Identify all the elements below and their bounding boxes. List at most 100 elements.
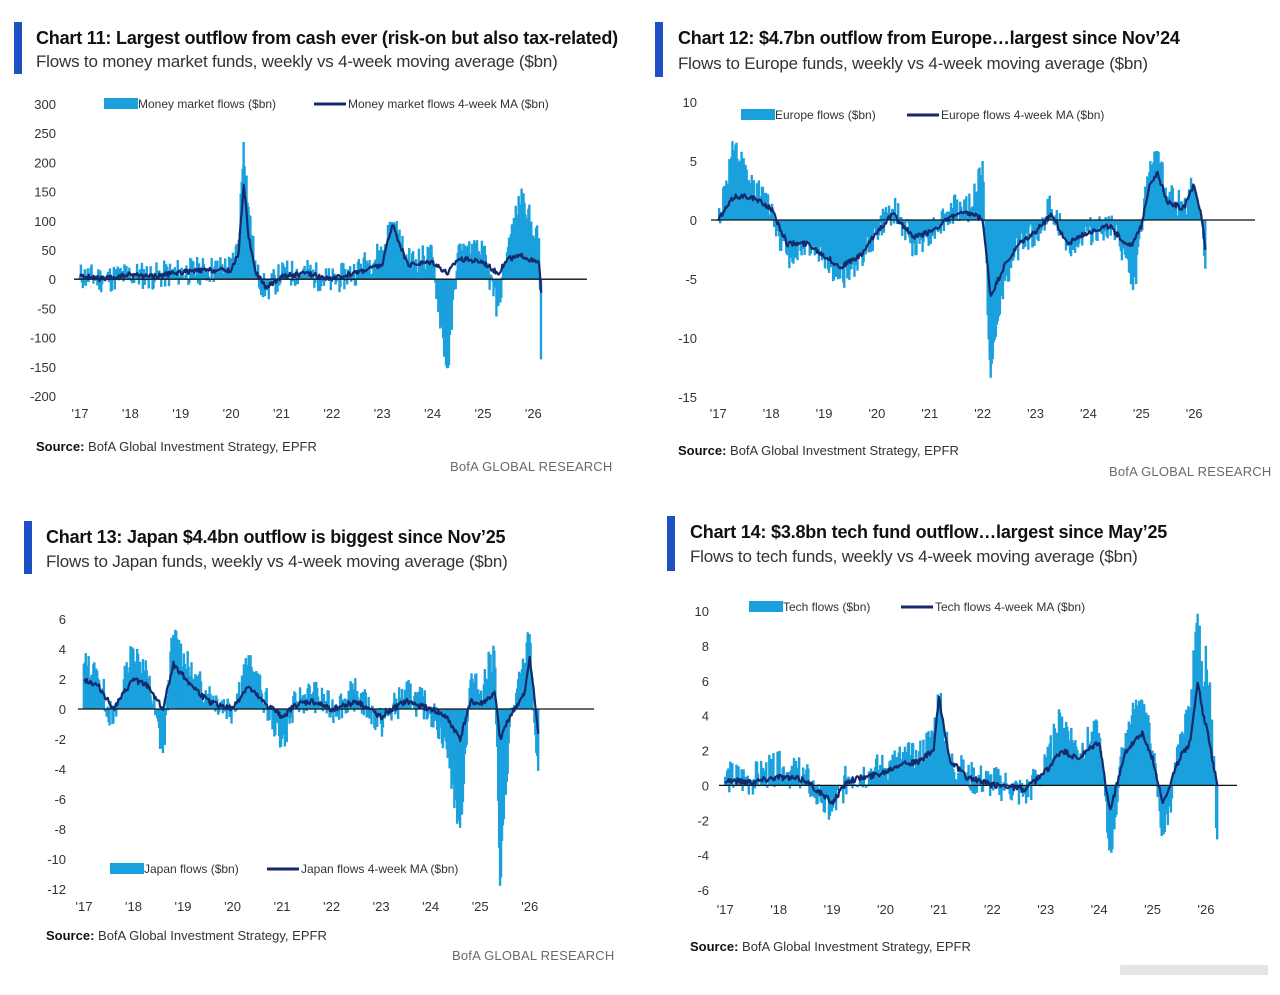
flow-bar xyxy=(778,750,781,786)
flow-bar xyxy=(845,785,848,795)
flow-bar xyxy=(851,785,854,789)
y-tick-label: -4 xyxy=(697,848,709,863)
flow-bar xyxy=(1169,785,1173,813)
flow-bar xyxy=(932,217,935,220)
flow-bar xyxy=(421,696,425,709)
flow-bar xyxy=(1030,785,1033,801)
flow-bar xyxy=(774,220,778,237)
accent-bar xyxy=(14,22,22,74)
flow-bar xyxy=(741,785,744,792)
y-tick-label: 200 xyxy=(34,155,56,170)
flow-bar xyxy=(475,673,478,709)
flow-bar xyxy=(291,709,294,723)
x-tick-label: '21 xyxy=(274,899,291,914)
flow-bar xyxy=(435,707,438,709)
flow-bar xyxy=(469,253,472,280)
flow-bar xyxy=(452,279,456,291)
flow-bar xyxy=(400,688,404,709)
flow-bar xyxy=(488,279,491,290)
flow-bar xyxy=(217,709,221,713)
x-tick-label: '25 xyxy=(472,899,489,914)
flow-bar xyxy=(945,211,949,220)
flow-bar xyxy=(362,709,366,716)
flow-bar xyxy=(972,767,975,786)
x-tick-label: '24 xyxy=(422,899,439,914)
flow-bar xyxy=(271,709,274,730)
flow-bar xyxy=(177,279,180,285)
x-tick-label: '19 xyxy=(172,406,189,421)
y-tick-label: 0 xyxy=(59,702,66,717)
flow-bar xyxy=(396,709,400,720)
flow-bar xyxy=(998,785,1001,796)
flow-bar xyxy=(766,785,769,788)
flow-bar xyxy=(433,265,436,280)
flow-bar xyxy=(162,260,166,280)
y-tick-label: 6 xyxy=(59,612,66,627)
x-tick-label: '20 xyxy=(868,406,885,421)
flow-bar xyxy=(145,266,148,280)
legend-bar-label: Tech flows ($bn) xyxy=(783,600,870,614)
flow-bar xyxy=(346,279,349,285)
x-tick-label: '26 xyxy=(525,406,542,421)
x-tick-label: '23 xyxy=(1027,406,1044,421)
flow-bar xyxy=(773,785,776,788)
flow-bar xyxy=(339,279,342,288)
source-note: Source: BofA Global Investment Strategy,… xyxy=(690,939,971,954)
flow-bar xyxy=(108,268,112,280)
flow-bar xyxy=(946,220,950,226)
flow-bar xyxy=(953,772,956,786)
flow-bar xyxy=(198,279,202,286)
x-tick-label: '21 xyxy=(921,406,938,421)
flow-bar xyxy=(423,690,427,709)
flow-bar xyxy=(132,279,136,283)
flow-bar xyxy=(255,671,258,709)
flow-bar xyxy=(367,696,370,709)
flow-bar xyxy=(136,277,140,280)
flow-bars xyxy=(82,629,540,886)
flow-bar xyxy=(509,709,512,713)
flow-bar xyxy=(740,769,743,786)
flow-bar xyxy=(490,275,493,280)
legend-bar-label: Japan flows ($bn) xyxy=(144,862,239,876)
source-text: BofA Global Investment Strategy, EPFR xyxy=(84,439,317,454)
y-tick-label: 8 xyxy=(702,639,709,654)
flow-bar xyxy=(206,694,209,709)
flow-bar xyxy=(536,709,540,771)
flow-bar xyxy=(1183,197,1187,220)
flow-bar xyxy=(989,774,993,786)
flow-bar xyxy=(497,279,500,307)
flow-bar xyxy=(171,268,175,280)
flow-bar xyxy=(101,279,104,285)
flow-bar xyxy=(360,271,363,280)
x-tick-label: '17 xyxy=(717,902,734,917)
flow-bar xyxy=(349,279,353,282)
flow-bar xyxy=(965,196,968,220)
flow-bar xyxy=(1151,750,1154,786)
source-note: Source: BofA Global Investment Strategy,… xyxy=(46,928,327,943)
x-tick-label: '24 xyxy=(1091,902,1108,917)
flow-bar xyxy=(222,699,226,709)
flow-bar xyxy=(459,243,462,280)
flow-bar xyxy=(357,705,361,709)
flow-bar xyxy=(325,709,328,714)
flow-bar xyxy=(771,214,775,220)
flow-bar xyxy=(279,279,282,284)
flow-bar xyxy=(1000,785,1003,802)
flow-bar xyxy=(1110,215,1113,220)
flow-bar xyxy=(465,709,468,745)
x-tick-label: '23 xyxy=(374,406,391,421)
chart-plot: 300 250 200 150 100 50 0 -50 -100 -150 -200 '17 '18 '… xyxy=(30,97,587,421)
flow-bar xyxy=(101,279,105,281)
x-tick-label: '21 xyxy=(930,902,947,917)
source-note: Source: BofA Global Investment Strategy,… xyxy=(36,439,317,454)
flow-bar xyxy=(302,709,306,714)
flow-bar xyxy=(86,268,89,280)
flow-bar xyxy=(414,691,417,709)
flow-bar xyxy=(1101,767,1105,786)
flow-bar xyxy=(1116,785,1119,803)
flow-bar xyxy=(276,279,279,292)
flow-bar xyxy=(430,709,433,728)
chart-title: Chart 12: $4.7bn outflow from Europe…lar… xyxy=(678,28,1180,48)
flow-bar xyxy=(408,247,411,280)
flow-bar xyxy=(487,270,490,280)
